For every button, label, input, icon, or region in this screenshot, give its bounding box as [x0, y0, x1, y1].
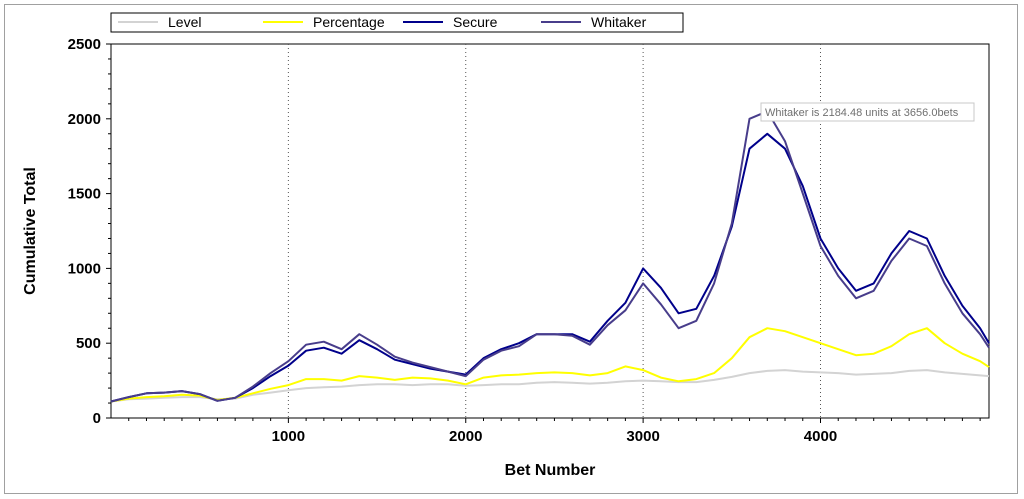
x-tick-label: 1000 — [272, 428, 305, 445]
y-tick-label: 0 — [93, 410, 101, 427]
data-tooltip: Whitaker is 2184.48 units at 3656.0bets — [760, 102, 975, 122]
y-axis-title: Cumulative Total — [22, 167, 39, 295]
series-line-whitaker[interactable] — [110, 110, 990, 403]
y-tick-label: 2000 — [68, 111, 101, 128]
series-line-level[interactable] — [110, 369, 990, 403]
tooltip-box — [760, 102, 975, 122]
y-tick-label: 1000 — [68, 260, 101, 277]
y-tick-label: 2500 — [68, 36, 101, 53]
x-tick-label: 2000 — [449, 428, 482, 445]
line-chart[interactable]: 0 500 1000 1500 2000 2500 1000 2000 3000 4000 Cu… — [5, 5, 1017, 493]
x-axis-title: Bet Number — [505, 462, 596, 479]
legend: Level Percentage Secure Whitaker — [110, 12, 684, 33]
x-tick-label: 4000 — [804, 428, 837, 445]
plot-area[interactable] — [110, 43, 990, 419]
x-tick-label: 3000 — [626, 428, 659, 445]
legend-label-whitaker: Whitaker — [591, 14, 647, 30]
y-tick-label: 1500 — [68, 186, 101, 203]
series-line-percentage[interactable] — [110, 327, 990, 403]
legend-label-level: Level — [168, 14, 201, 30]
chart-frame: 0 500 1000 1500 2000 2500 1000 2000 3000 4000 Cu… — [4, 4, 1018, 494]
legend-box — [110, 12, 684, 33]
legend-label-secure: Secure — [453, 14, 498, 30]
tooltip-text: Whitaker is 2184.48 units at 3656.0bets — [765, 107, 959, 119]
legend-label-percentage: Percentage — [313, 14, 385, 30]
y-tick-label: 500 — [76, 335, 101, 352]
